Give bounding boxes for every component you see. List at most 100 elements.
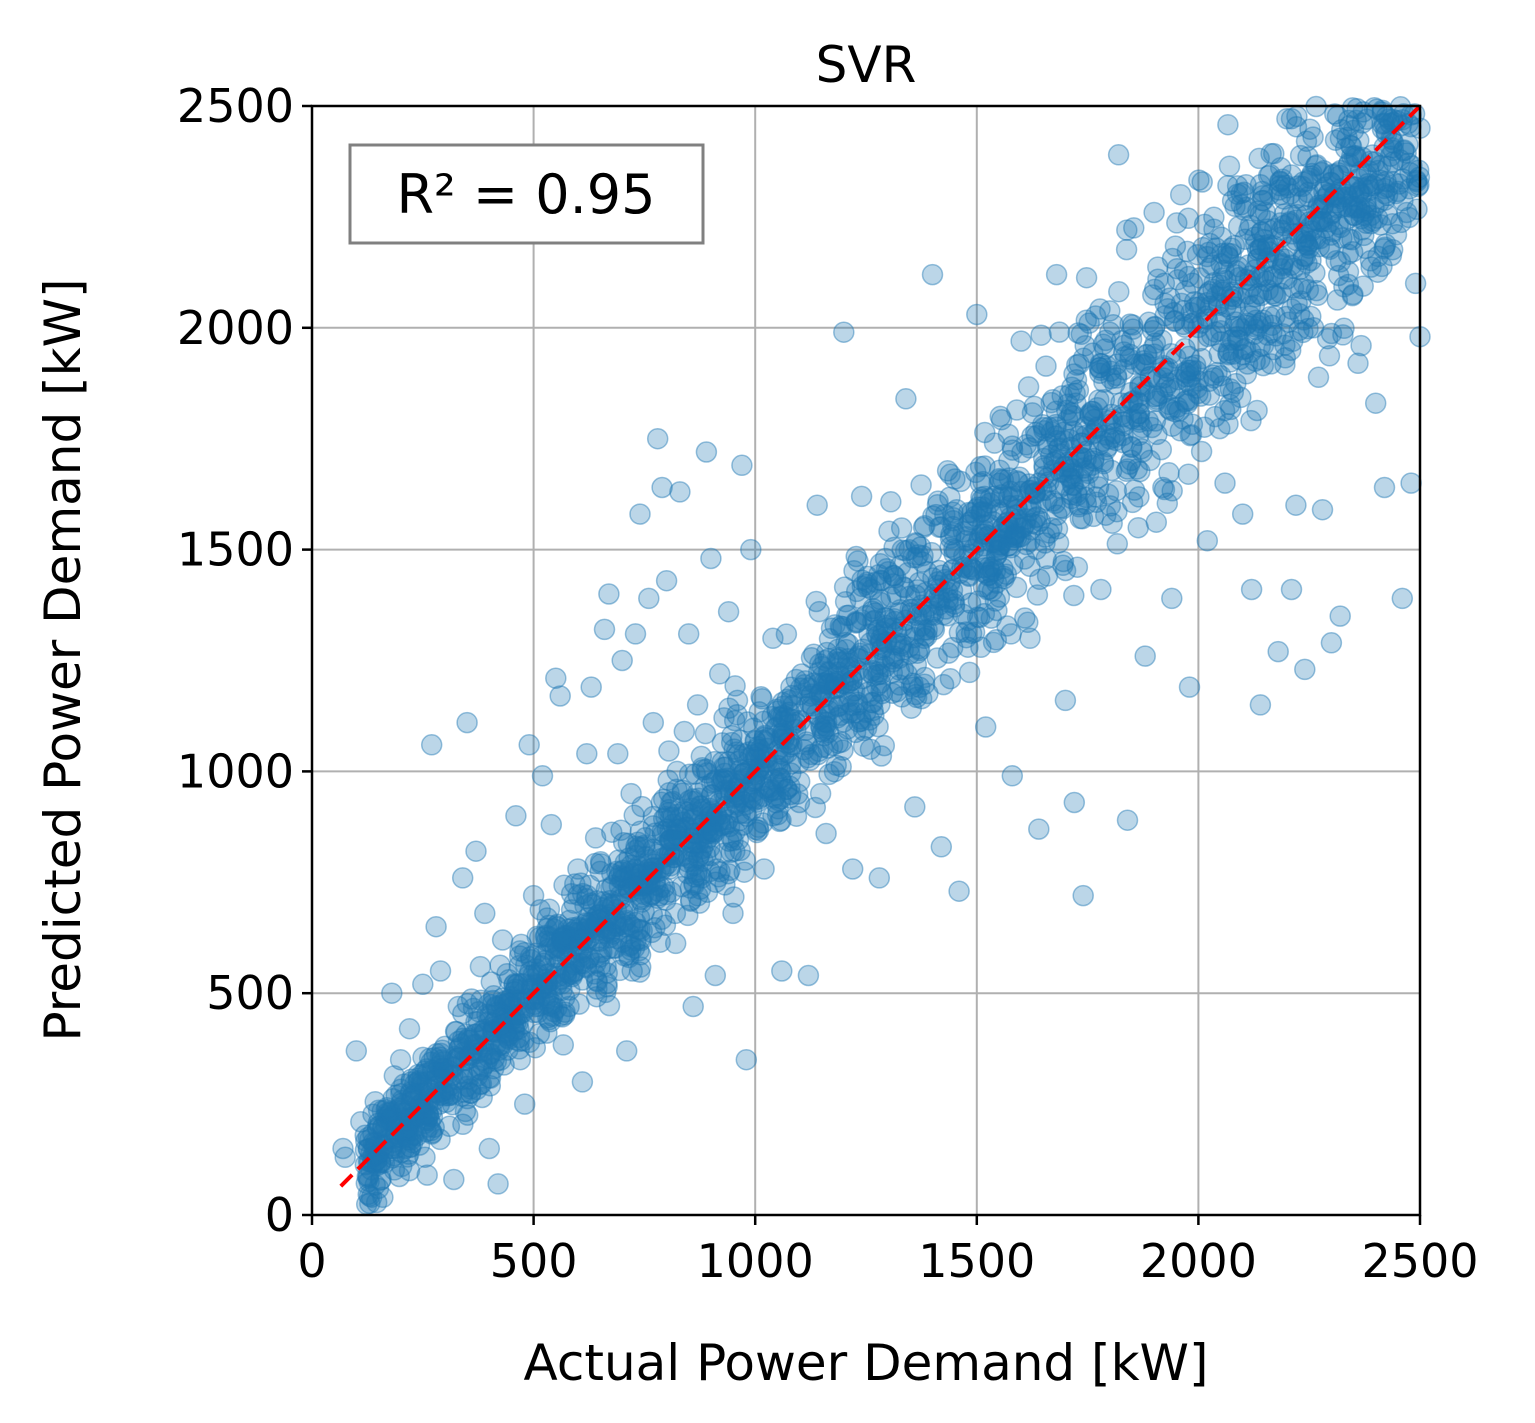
scatter-point-dense — [996, 511, 1019, 534]
scatter-point-dense — [1351, 112, 1374, 134]
scatter-point-dense — [415, 1120, 437, 1143]
scatter-point — [1400, 472, 1422, 494]
scatter-point-dense — [814, 715, 836, 737]
scatter-point-dense — [760, 779, 782, 801]
scatter-point-dense — [814, 649, 836, 672]
scatter-point-dense — [1172, 408, 1194, 430]
y-tick-label: 2000 — [177, 301, 294, 355]
scatter-point-dense — [941, 636, 964, 659]
scatter-point-dense — [1136, 343, 1158, 366]
scatter-point-dense — [841, 669, 863, 691]
scatter-point-dense — [1350, 334, 1372, 357]
scatter-point-dense — [847, 711, 870, 733]
scatter-point — [1373, 476, 1396, 499]
scatter-point-dense — [1019, 479, 1042, 501]
scatter-point-dense — [538, 898, 561, 920]
data-points — [332, 95, 1431, 1216]
x-axis-title: Actual Power Demand [kW] — [524, 1334, 1209, 1392]
scatter-point-dense — [1258, 241, 1281, 263]
scatter-point-dense — [471, 1049, 493, 1071]
scatter-point-dense — [747, 736, 769, 758]
scatter-point-dense — [564, 873, 586, 895]
scatter-point-dense — [1331, 118, 1353, 141]
scatter-point-dense — [1225, 259, 1248, 282]
scatter-point-dense — [1333, 317, 1355, 340]
scatter-point-dense — [953, 557, 976, 579]
scatter-point-dense — [1261, 266, 1284, 288]
scatter-point-dense — [989, 468, 1012, 491]
scatter-point-dense — [1237, 283, 1259, 305]
scatter-point-dense — [1183, 290, 1206, 313]
scatter-point-dense — [837, 702, 860, 724]
scatter-point-dense — [1186, 377, 1208, 399]
scatter-point-dense — [1272, 323, 1294, 345]
scatter-point-dense — [1013, 548, 1036, 570]
scatter-point-dense — [1348, 196, 1371, 219]
scatter-point — [1338, 228, 1360, 250]
scatter-point-dense — [1352, 177, 1374, 199]
scatter-point-dense — [1017, 376, 1040, 398]
scatter-point-dense — [772, 695, 794, 718]
scatter-point-dense — [601, 821, 623, 843]
scatter-point-dense — [1318, 211, 1341, 233]
scatter-point-dense — [943, 543, 965, 565]
scatter-point-dense — [1056, 408, 1079, 431]
scatter-point — [536, 1022, 558, 1044]
scatter-point — [1329, 605, 1351, 627]
scatter-point-dense — [1062, 405, 1085, 427]
scatter-point-dense — [1227, 215, 1250, 238]
scatter-point — [966, 303, 988, 326]
scatter-point-dense — [530, 978, 553, 1000]
scatter-point-dense — [1217, 342, 1239, 365]
scatter-point-dense — [862, 699, 884, 722]
scatter-point-dense — [591, 941, 613, 963]
scatter-point-dense — [1145, 511, 1168, 533]
scatter-point-dense — [945, 498, 968, 521]
scatter-point-dense — [1097, 483, 1120, 506]
scatter-point-dense — [852, 638, 874, 661]
scatter-point-dense — [538, 914, 560, 937]
scatter-point — [762, 627, 784, 650]
scatter-point-dense — [932, 673, 955, 696]
scatter-point-dense — [1128, 402, 1150, 425]
scatter-point-dense — [845, 545, 867, 568]
scatter-point-dense — [574, 955, 597, 978]
scatter-point-dense — [926, 647, 948, 669]
scatter-point-dense — [978, 578, 1000, 600]
scatter-point-dense — [750, 686, 772, 708]
scatter-point — [695, 441, 718, 463]
scatter-point-dense — [1068, 353, 1090, 375]
scatter-point-dense — [658, 740, 680, 762]
scatter-point-dense — [1064, 446, 1086, 468]
scatter-point — [412, 973, 434, 996]
scatter-point — [434, 1035, 456, 1058]
scatter-point-dense — [1188, 296, 1211, 318]
scatter-point-dense — [1342, 195, 1364, 218]
scatter-point-dense — [407, 1067, 429, 1089]
scatter-point-dense — [1244, 350, 1266, 372]
scatter-point — [633, 836, 656, 858]
scatter-point-dense — [1147, 385, 1169, 407]
scatter-point-dense — [659, 830, 682, 852]
scatter-point — [664, 902, 687, 925]
scatter-point — [886, 680, 908, 703]
scatter-point-dense — [1035, 355, 1057, 377]
scatter-point-dense — [391, 1107, 413, 1129]
scatter-point-dense — [666, 803, 689, 826]
scatter-point-dense — [1036, 433, 1059, 455]
scatter-point-dense — [780, 676, 802, 699]
scatter-point-dense — [503, 973, 526, 995]
scatter-point — [1036, 436, 1059, 459]
scatter-point-dense — [553, 932, 575, 955]
scatter-point — [451, 867, 474, 889]
scatter-point — [1395, 201, 1418, 224]
scatter-point-dense — [1219, 378, 1242, 400]
scatter-point-dense — [568, 993, 590, 1015]
scatter-point-dense — [1252, 309, 1275, 331]
scatter-point-dense — [1030, 324, 1052, 346]
scatter-point-dense — [714, 874, 736, 896]
scatter-point-dense — [1232, 338, 1255, 361]
scatter-point-dense — [973, 602, 996, 625]
